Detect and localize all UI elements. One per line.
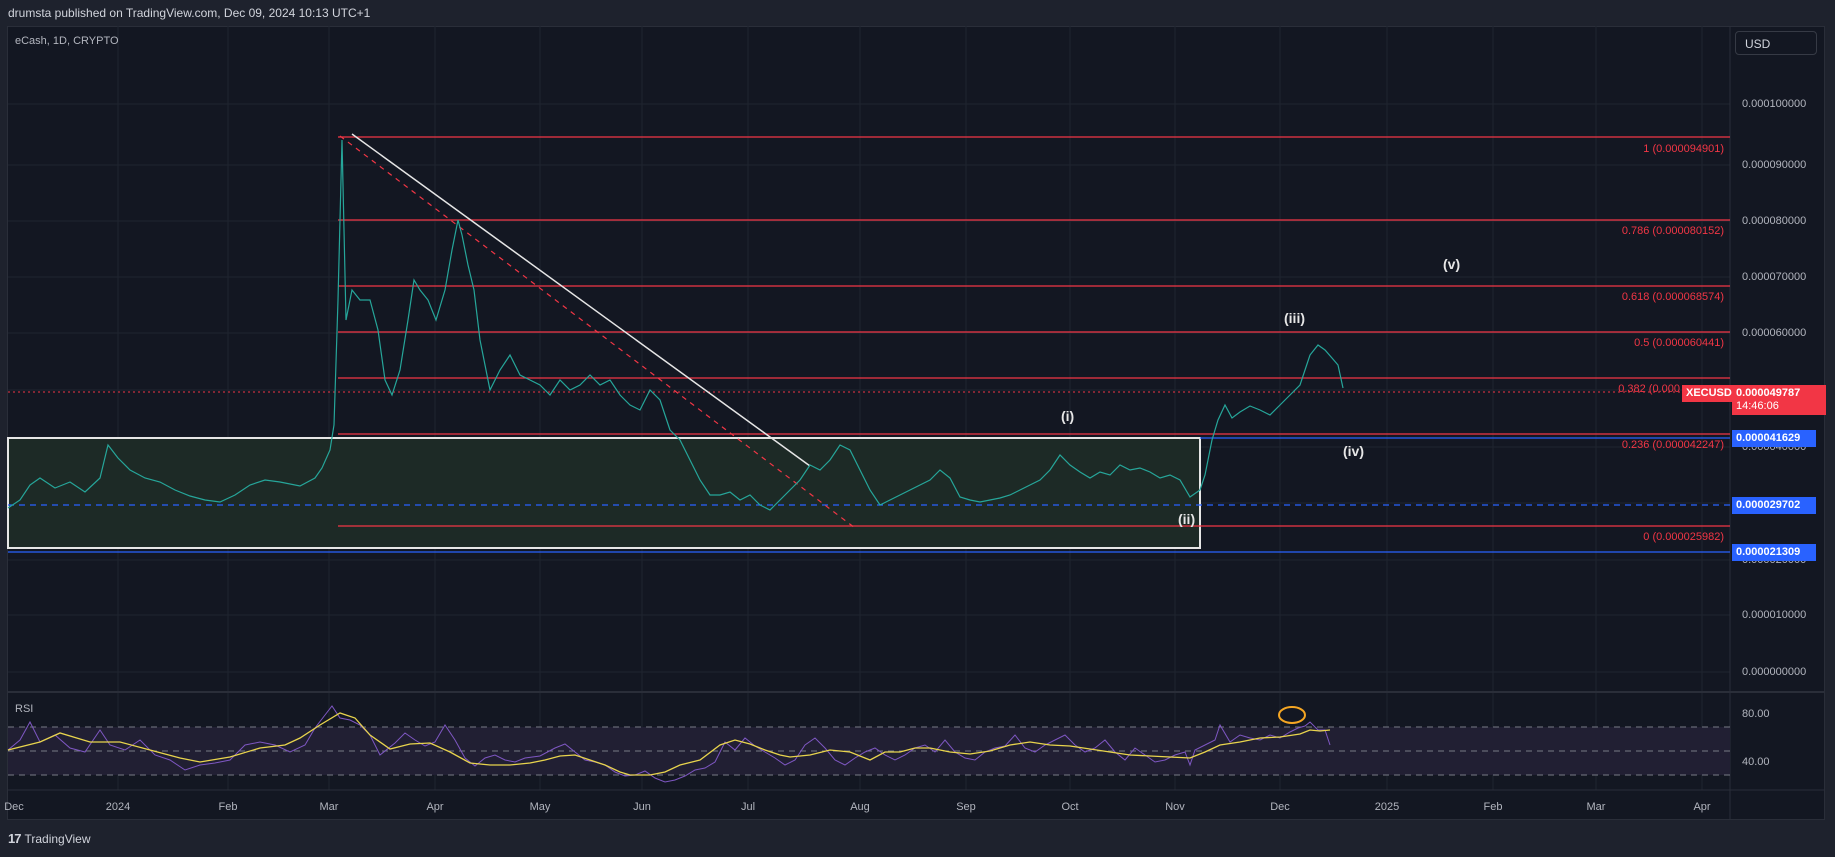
time-tick: 2025 — [1374, 801, 1400, 813]
fib-label-0618: 0.618 (0.000068574) — [1621, 291, 1724, 303]
price-tick: 0.000080000 — [1742, 215, 1807, 227]
rsi-title: RSI — [15, 703, 34, 715]
time-tick: Aug — [850, 801, 870, 813]
rsi-highlight-circle[interactable] — [1278, 706, 1306, 724]
wave-label-ii[interactable]: (ii) — [1178, 511, 1196, 527]
time-tick: Oct — [1061, 801, 1079, 813]
time-tick: Sep — [956, 801, 976, 813]
time-tick: Nov — [1165, 801, 1185, 813]
rsi-tick-40: 40.00 — [1742, 756, 1770, 768]
time-tick: Dec — [4, 801, 24, 813]
price-tick: 0.000010000 — [1742, 609, 1807, 621]
symbol-info: eCash, 1D, CRYPTO — [15, 35, 119, 47]
tradingview-logo[interactable]: 17 TradingView — [8, 831, 91, 846]
fib-retracement[interactable] — [338, 136, 1730, 527]
time-tick: Jul — [740, 801, 756, 813]
time-tick: Feb — [1483, 801, 1503, 813]
grid — [8, 26, 1730, 790]
level-tag-3: 0.000021309 — [1732, 544, 1816, 561]
time-tick: Apr — [426, 801, 444, 813]
currency-button[interactable]: USD — [1735, 31, 1817, 55]
rsi-tick-80: 80.00 — [1742, 708, 1770, 720]
level-tag-2: 0.000029702 — [1732, 497, 1816, 514]
level-tag-1: 0.000041629 — [1732, 430, 1816, 447]
rsi-ma-line — [7, 712, 1331, 776]
wave-label-v[interactable]: (v) — [1443, 256, 1461, 272]
chart-panel[interactable] — [7, 26, 1825, 820]
wave-label-iii[interactable]: (iii) — [1284, 310, 1305, 326]
time-tick: May — [529, 801, 551, 813]
last-price-tag: 0.000049787 14:46:06 — [1732, 385, 1826, 415]
wave-label-i[interactable]: (i) — [1061, 408, 1075, 424]
time-tick: Apr — [1693, 801, 1711, 813]
candles — [7, 139, 1344, 511]
price-tick: 0.000070000 — [1742, 271, 1807, 283]
fib-label-0: 0 (0.000025982) — [1643, 531, 1724, 543]
last-price: 0.000049787 — [1736, 387, 1801, 399]
range-box[interactable] — [7, 437, 1201, 549]
publish-info: drumsta published on TradingView.com, De… — [8, 6, 371, 20]
tradingview-logo-icon: 17 — [8, 831, 22, 846]
footer — [0, 820, 1835, 857]
price-tick: 0.000060000 — [1742, 327, 1807, 339]
brand-name: TradingView — [24, 831, 91, 846]
fib-label-1: 1 (0.000094901) — [1643, 143, 1724, 155]
publish-bar: drumsta published on TradingView.com, De… — [0, 0, 1835, 26]
fib-label-0236: 0.236 (0.000042247) — [1621, 439, 1724, 451]
bar-countdown: 14:46:06 — [1736, 400, 1779, 412]
time-tick: 2024 — [105, 801, 131, 813]
fib-label-0382: 0.382 (0.000 — [1618, 383, 1680, 395]
price-tick: 0.000090000 — [1742, 159, 1807, 171]
fib-label-05: 0.5 (0.000060441) — [1634, 337, 1724, 349]
rsi-bands — [8, 726, 1730, 776]
price-tick: 0.000100000 — [1742, 98, 1807, 110]
time-tick: Jun — [633, 801, 651, 813]
time-tick: Mar — [1586, 801, 1606, 813]
time-tick: Mar — [319, 801, 339, 813]
descending-trendline[interactable] — [351, 133, 811, 467]
rsi-line — [7, 705, 1331, 783]
wave-label-iv[interactable]: (iv) — [1343, 443, 1364, 459]
fib-label-0786: 0.786 (0.000080152) — [1621, 225, 1724, 237]
time-tick: Feb — [218, 801, 238, 813]
symbol-tag: XECUSD — [1682, 385, 1736, 402]
fib-trend-line[interactable] — [339, 135, 856, 529]
time-tick: Dec — [1270, 801, 1290, 813]
price-tick: 0.000000000 — [1742, 666, 1807, 678]
